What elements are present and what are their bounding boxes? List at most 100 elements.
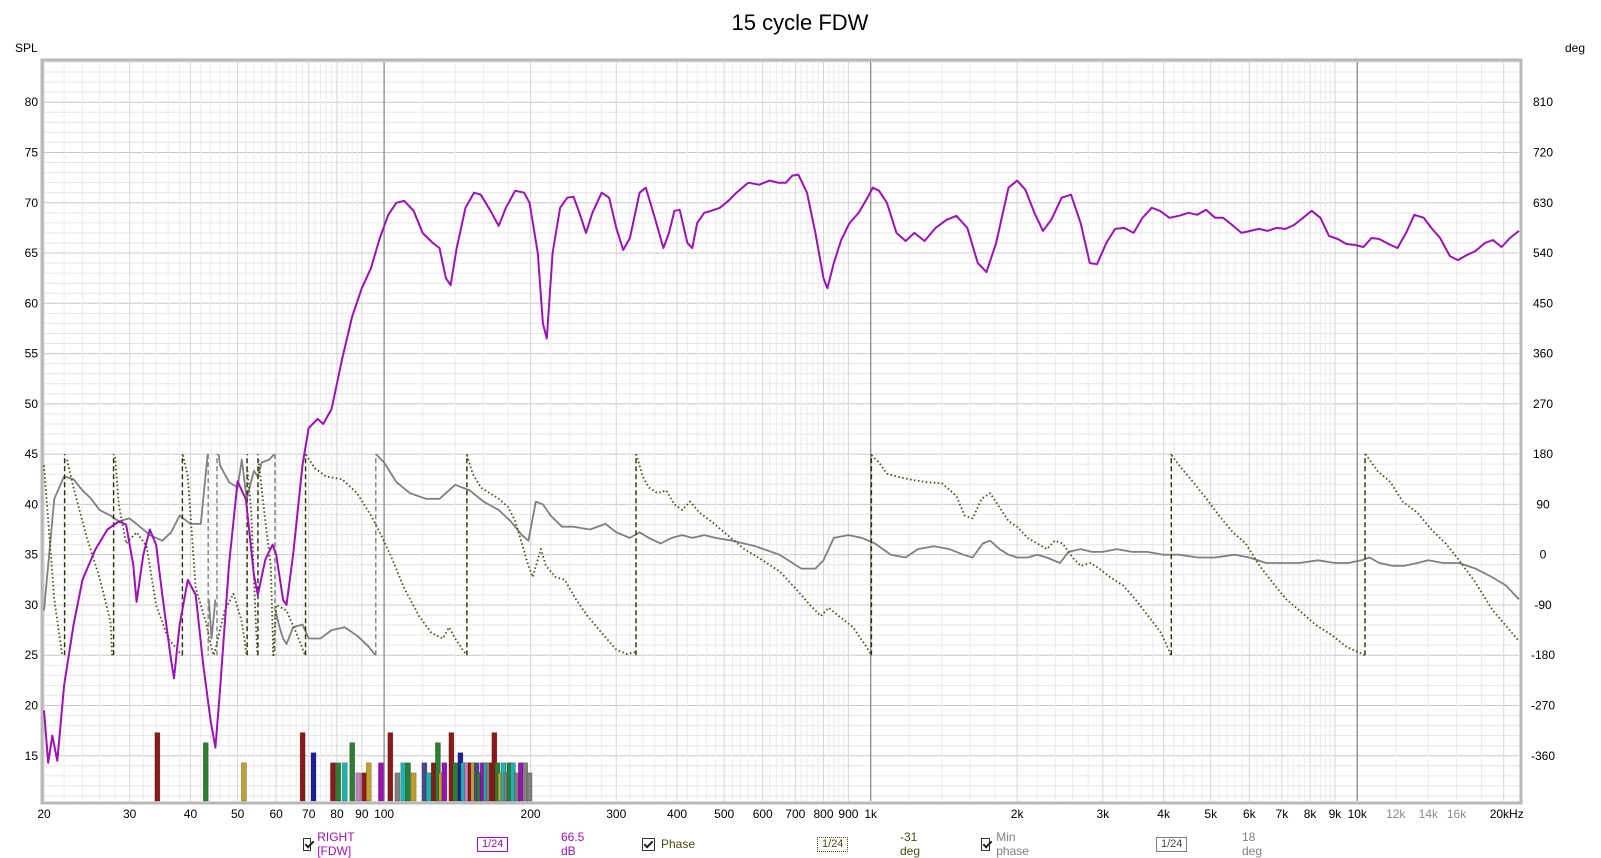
mode-bar xyxy=(365,762,372,802)
x-tick-label: 600 xyxy=(753,807,773,821)
x-tick-label: 6k xyxy=(1243,807,1257,821)
x-tick-label: 20 xyxy=(37,807,51,821)
legend-label-min-phase: Min phase xyxy=(996,830,1029,858)
smoothing-min-phase[interactable]: 1/24 xyxy=(1156,835,1188,853)
x-tick-label: 100 xyxy=(374,807,394,821)
mode-bar xyxy=(400,762,407,802)
mode-bar xyxy=(330,762,336,802)
x-tick-label: 200 xyxy=(521,807,541,821)
series-line xyxy=(182,454,248,657)
x-tick-label: 40 xyxy=(184,807,198,821)
mode-bar xyxy=(435,742,441,802)
legend-value: -31 deg xyxy=(900,830,921,858)
series-line xyxy=(257,459,306,657)
plot-area[interactable]: 15 20 25 30 35 40 45 50 55 60 65 70 75 80 -360 -270 -180… xyxy=(25,58,1556,821)
x-tick-label: 1k xyxy=(864,807,878,821)
series-line xyxy=(207,599,217,640)
mode-bar xyxy=(405,762,411,802)
legend-value: 18 deg xyxy=(1242,830,1263,858)
mode-bars xyxy=(154,732,533,802)
x-tick-label: 20kHz xyxy=(1490,807,1524,821)
smoothing-badge: 1/24 xyxy=(817,836,849,852)
y-tick-label: 65 xyxy=(25,246,39,260)
legend-item-min-phase[interactable]: Min phase xyxy=(981,830,1033,858)
smoothing-badge: 1/24 xyxy=(477,836,509,852)
series-line xyxy=(114,456,183,656)
value-right-fdw: 66.5 dB xyxy=(561,830,584,858)
legend-value: 66.5 dB xyxy=(561,830,585,858)
series-line xyxy=(274,610,377,656)
series-min-phase xyxy=(43,453,1520,656)
x-tick-label: 70 xyxy=(302,807,316,821)
value-min-phase: 18 deg xyxy=(1242,830,1262,858)
series-line xyxy=(1170,454,1365,656)
mode-bar xyxy=(387,732,394,802)
axis-ticks: 15 20 25 30 35 40 45 50 55 60 65 70 75 80 -360 -270 -180… xyxy=(25,95,1556,821)
mode-bar xyxy=(410,772,417,802)
grid xyxy=(43,61,1519,801)
x-tick-label: 16k xyxy=(1447,807,1467,821)
y-tick-label: 35 xyxy=(25,548,39,562)
series-line xyxy=(375,453,1520,601)
x-tick-label: 9k xyxy=(1329,807,1343,821)
series-line xyxy=(66,459,113,656)
legend-item-right-fdw[interactable]: RIGHT [FDW] xyxy=(303,830,359,858)
checkbox-icon[interactable] xyxy=(642,837,655,851)
y2-tick-label: -180 xyxy=(1531,648,1555,662)
mode-bar xyxy=(441,762,448,802)
y-tick-label: 80 xyxy=(25,95,39,109)
series-line xyxy=(43,465,64,656)
x-tick-label: 900 xyxy=(838,807,858,821)
legend-item-phase[interactable]: Phase xyxy=(642,835,695,853)
x-tick-label: 50 xyxy=(231,807,245,821)
mode-bar xyxy=(361,772,367,802)
series-right-fdw xyxy=(43,173,1520,764)
y-tick-label: 75 xyxy=(25,145,39,159)
y-tick-label: 45 xyxy=(25,447,39,461)
mode-bar xyxy=(241,762,247,802)
x-tick-label: 12k xyxy=(1386,807,1406,821)
x-tick-label: 30 xyxy=(123,807,137,821)
mode-bar xyxy=(299,732,306,802)
y2-tick-label: 450 xyxy=(1533,296,1553,310)
y-tick-label: 60 xyxy=(25,296,39,310)
y2-tick-label: -270 xyxy=(1531,698,1555,712)
y2-tick-label: 180 xyxy=(1533,447,1553,461)
series-phase xyxy=(43,453,1520,657)
y-tick-label: 55 xyxy=(25,347,39,361)
x-tick-label: 300 xyxy=(606,807,626,821)
y2-tick-label: -90 xyxy=(1534,598,1552,612)
plot-frame xyxy=(40,58,1523,805)
checkbox-icon[interactable] xyxy=(303,837,312,851)
x-tick-label: 90 xyxy=(355,807,369,821)
smoothing-right-fdw[interactable]: 1/24 xyxy=(477,835,509,853)
y-tick-label: 50 xyxy=(25,397,39,411)
x-tick-label: 14k xyxy=(1419,807,1439,821)
series-line xyxy=(43,173,1520,764)
y-tick-label: 20 xyxy=(25,698,39,712)
value-phase: -31 deg xyxy=(900,830,920,858)
x-tick-label: 60 xyxy=(269,807,283,821)
smoothing-badge: 1/24 xyxy=(1156,836,1188,852)
checkbox-icon[interactable] xyxy=(981,837,991,851)
mode-bar xyxy=(425,772,432,802)
x-tick-label: 400 xyxy=(667,807,687,821)
x-tick-label: 800 xyxy=(814,807,834,821)
x-tick-label: 5k xyxy=(1204,807,1218,821)
mode-bar xyxy=(310,752,317,802)
y2-tick-label: 630 xyxy=(1533,196,1553,210)
y2-tick-label: 0 xyxy=(1540,548,1547,562)
smoothing-phase[interactable]: 1/24 xyxy=(817,835,849,853)
y2-tick-label: 810 xyxy=(1533,95,1553,109)
y2-tick-label: 270 xyxy=(1533,397,1553,411)
mode-bar xyxy=(378,762,384,802)
y-tick-label: 30 xyxy=(25,598,39,612)
left-axis-label: SPL xyxy=(15,41,38,55)
x-tick-label: 3k xyxy=(1096,807,1110,821)
series-line xyxy=(43,454,209,611)
legend-label-phase: Phase xyxy=(661,837,696,851)
y-tick-label: 70 xyxy=(25,196,39,210)
y2-tick-label: 540 xyxy=(1533,246,1553,260)
mode-bar xyxy=(452,762,459,802)
